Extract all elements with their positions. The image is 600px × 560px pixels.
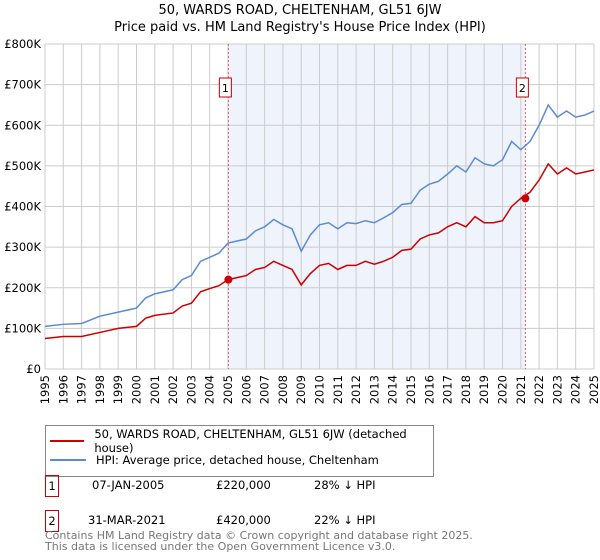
y-tick-label: £700K [4, 78, 41, 92]
legend-item-hpi: HPI: Average price, detached house, Chel… [50, 451, 379, 469]
sale-row-2: 2 31-MAR-2021 £420,000 22% ↓ HPI [45, 510, 545, 532]
x-tick-label: 1995 [38, 375, 52, 404]
property-price-line [44, 162, 595, 340]
legend: 50, WARDS ROAD, CHELTENHAM, GL51 6JW (de… [45, 425, 434, 477]
x-tick-label: 2004 [203, 375, 217, 404]
sale-point [224, 275, 233, 284]
x-tick-label: 2009 [294, 375, 308, 404]
legend-swatch-blue [50, 459, 86, 461]
x-tick-label: 2024 [569, 375, 583, 404]
legend-label-property: 50, WARDS ROAD, CHELTENHAM, GL51 6JW (de… [94, 427, 407, 455]
x-tick-label: 2001 [148, 375, 162, 404]
x-tick-label: 2010 [313, 375, 327, 404]
sale-label-box [218, 77, 232, 98]
legend-swatch-red [50, 440, 85, 442]
sale-date: 07-JAN-2005 [92, 478, 165, 492]
chart-subtitle: Price paid vs. HM Land Registry's House … [114, 20, 486, 35]
x-tick-label: 2017 [441, 375, 455, 404]
x-tick-label: 1998 [93, 375, 107, 404]
x-tick-label: 2011 [331, 375, 345, 404]
x-tick-label: 1999 [111, 375, 125, 404]
sale-marker-badge: 2 [45, 510, 59, 532]
y-tick-label: £300K [4, 240, 41, 254]
chart-title: 50, WARDS ROAD, CHELTENHAM, GL51 6JW [158, 3, 442, 18]
x-tick-label: 2016 [422, 375, 436, 404]
x-tick-label: 2020 [496, 375, 510, 404]
x-tick-label: 2003 [184, 375, 198, 404]
y-tick-label: £400K [4, 200, 41, 214]
legend-label-hpi: HPI: Average price, detached house, Chel… [96, 453, 379, 467]
y-tick-label: £100K [4, 321, 41, 335]
x-tick-label: 2014 [386, 375, 400, 404]
x-tick-label: 2019 [477, 375, 491, 404]
x-tick-label: 2002 [166, 375, 180, 404]
sale-date: 31-MAR-2021 [88, 513, 166, 527]
sale-hpi-diff: 22% ↓ HPI [314, 513, 376, 527]
x-tick-label: 2023 [550, 375, 564, 404]
x-tick-label: 2025 [587, 375, 600, 404]
x-tick-label: 2008 [276, 375, 290, 404]
footer-licence: This data is licensed under the Open Gov… [45, 540, 396, 553]
x-tick-label: 2013 [367, 375, 381, 404]
price-chart: £0 £100K £200K £300K £400K £500K £600K £700K £80… [4, 37, 600, 404]
sale-point [521, 194, 530, 203]
legend-item-property: 50, WARDS ROAD, CHELTENHAM, GL51 6JW (de… [50, 427, 433, 455]
sale-label: 1 [222, 82, 229, 95]
x-tick-label: 2012 [349, 375, 363, 404]
x-tick-label: 2015 [404, 375, 418, 404]
sale-price: £420,000 [216, 513, 271, 527]
y-tick-label: £600K [4, 118, 41, 132]
x-tick-label: 2007 [258, 375, 272, 404]
footer: Contains HM Land Registry data © Crown c… [45, 530, 473, 552]
y-tick-label: £200K [4, 281, 41, 295]
y-tick-label: £500K [4, 159, 41, 173]
sale-hpi-diff: 28% ↓ HPI [314, 478, 376, 492]
y-tick-label: £0 [26, 362, 41, 376]
sale-row-1: 1 07-JAN-2005 £220,000 28% ↓ HPI [45, 475, 545, 497]
hpi-line [44, 103, 595, 328]
x-tick-label: 2021 [514, 375, 528, 404]
x-tick-label: 2006 [239, 375, 253, 404]
x-tick-label: 2018 [459, 375, 473, 404]
x-tick-label: 2022 [532, 375, 546, 404]
x-tick-label: 2005 [221, 375, 235, 404]
x-tick-label: 2000 [130, 375, 144, 404]
y-tick-label: £800K [4, 37, 41, 51]
sale-label-box [515, 77, 529, 98]
sale-marker-badge: 1 [45, 475, 59, 497]
x-tick-label: 1996 [56, 375, 70, 404]
footer-copyright: Contains HM Land Registry data © Crown c… [45, 529, 473, 542]
sale-price: £220,000 [216, 478, 271, 492]
x-tick-label: 1997 [75, 375, 89, 404]
sale-label: 2 [519, 82, 526, 95]
